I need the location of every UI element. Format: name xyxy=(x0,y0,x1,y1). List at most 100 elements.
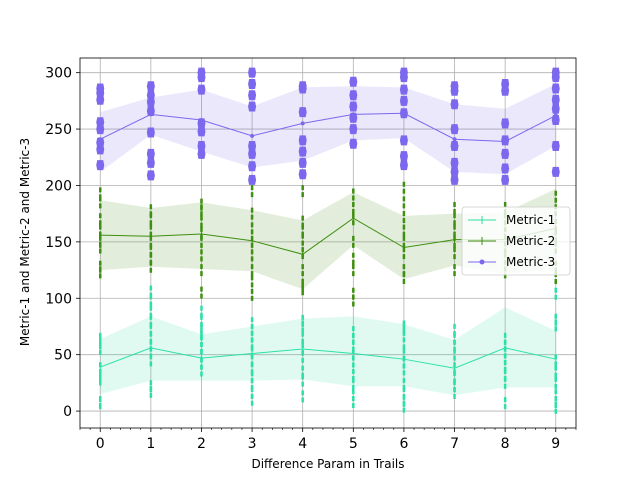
x-tick-label: 6 xyxy=(399,436,408,452)
point-metric-3 xyxy=(197,67,206,78)
point-metric-3 xyxy=(248,67,257,78)
y-axis-ticks: 0 50 100 150 200 250 300 xyxy=(45,66,80,420)
x-tick-label: 0 xyxy=(96,436,105,452)
point-metric-3 xyxy=(450,99,459,110)
point-metric-3 xyxy=(146,157,155,168)
confidence-bands xyxy=(100,83,556,396)
point-metric-3 xyxy=(146,148,155,159)
mean-marker-metric-3 xyxy=(401,111,406,116)
point-metric-3 xyxy=(551,140,560,151)
series-lines xyxy=(98,111,558,373)
legend-label-metric-1: Metric-1 xyxy=(506,213,555,227)
mean-marker-metric-3 xyxy=(452,137,457,142)
x-tick-label: 2 xyxy=(197,436,206,452)
point-metric-3 xyxy=(197,140,206,151)
point-metric-3 xyxy=(349,124,358,135)
point-metric-3 xyxy=(399,95,408,106)
y-tick-label: 100 xyxy=(45,291,72,307)
point-metric-3 xyxy=(399,135,408,146)
point-metric-3 xyxy=(501,148,510,159)
point-metric-3 xyxy=(96,137,105,148)
point-metric-3 xyxy=(501,78,510,89)
line-metric-1 xyxy=(100,347,556,369)
x-tick-label: 5 xyxy=(349,436,358,452)
point-metric-3 xyxy=(349,76,358,87)
y-tick-label: 0 xyxy=(63,404,72,420)
point-metric-3 xyxy=(146,106,155,117)
point-metric-3 xyxy=(551,166,560,177)
point-metric-3 xyxy=(399,160,408,171)
point-metric-3 xyxy=(450,124,459,135)
line-metric-3 xyxy=(100,112,556,142)
point-metric-3 xyxy=(551,115,560,126)
point-metric-3 xyxy=(248,148,257,159)
legend-label-metric-2: Metric-2 xyxy=(506,234,555,248)
point-metric-3 xyxy=(349,101,358,112)
band-metric-2 xyxy=(100,188,556,290)
point-metric-3 xyxy=(96,117,105,128)
point-metric-3 xyxy=(197,126,206,137)
mean-marker-metric-3 xyxy=(351,112,356,117)
point-metric-3 xyxy=(399,84,408,95)
mean-marker-metric-3 xyxy=(199,118,204,123)
point-metric-3 xyxy=(248,78,257,89)
legend: Metric-1 Metric-2 Metric-3 xyxy=(461,206,571,276)
x-tick-label: 1 xyxy=(146,436,155,452)
mean-marker-metric-3 xyxy=(553,113,558,118)
point-metric-3 xyxy=(298,81,307,92)
mean-marker-metric-3 xyxy=(503,139,508,144)
x-tick-label: 8 xyxy=(501,436,510,452)
point-metric-3 xyxy=(450,140,459,151)
point-metric-3 xyxy=(450,174,459,185)
point-metric-3 xyxy=(349,138,358,149)
y-tick-label: 200 xyxy=(45,178,72,194)
y-axis-label: Metric-1 and Metric-2 and Metric-3 xyxy=(18,138,32,346)
point-metric-3 xyxy=(450,166,459,177)
y-tick-label: 250 xyxy=(45,122,72,138)
mean-marker-metric-3 xyxy=(148,112,153,117)
y-tick-label: 150 xyxy=(45,235,72,251)
legend-label-metric-3: Metric-3 xyxy=(506,255,555,269)
point-metric-3 xyxy=(501,163,510,174)
x-tick-label: 3 xyxy=(248,436,257,452)
point-metric-3 xyxy=(298,107,307,118)
x-axis-label: Difference Param in Trails xyxy=(251,457,404,471)
point-metric-3 xyxy=(248,174,257,185)
point-metric-3 xyxy=(298,146,307,157)
point-metric-3 xyxy=(551,94,560,105)
point-metric-3 xyxy=(349,112,358,123)
mean-marker-metric-3 xyxy=(98,137,103,142)
x-tick-label: 7 xyxy=(450,436,459,452)
point-metric-3 xyxy=(501,174,510,185)
point-metric-3 xyxy=(399,67,408,78)
y-tick-label: 300 xyxy=(45,66,72,82)
legend-frame xyxy=(461,206,571,276)
point-metric-3 xyxy=(197,148,206,159)
x-axis-ticks: 0 1 2 3 4 5 6 7 8 9 xyxy=(79,428,577,452)
point-metric-3 xyxy=(146,90,155,101)
mean-marker-metric-3 xyxy=(250,133,255,138)
point-metric-3 xyxy=(501,118,510,129)
point-metric-3 xyxy=(551,67,560,78)
point-metric-3 xyxy=(298,157,307,168)
point-metric-3 xyxy=(349,90,358,101)
point-metric-3 xyxy=(96,83,105,94)
point-metric-3 xyxy=(146,170,155,181)
point-metric-3 xyxy=(248,161,257,172)
x-tick-label: 9 xyxy=(551,436,560,452)
point-metric-3 xyxy=(551,103,560,114)
point-metric-3 xyxy=(146,81,155,92)
point-metric-3 xyxy=(551,83,560,94)
legend-marker-metric-3 xyxy=(479,259,485,265)
point-metric-3 xyxy=(450,81,459,92)
band-metric-3 xyxy=(100,83,556,175)
point-metric-3 xyxy=(248,140,257,151)
mean-marker-metric-3 xyxy=(300,121,305,126)
point-metric-3 xyxy=(96,160,105,171)
y-tick-label: 50 xyxy=(54,348,72,364)
point-metric-3 xyxy=(248,101,257,112)
x-tick-label: 4 xyxy=(298,436,307,452)
point-metric-3 xyxy=(197,84,206,95)
point-metric-3 xyxy=(399,151,408,162)
